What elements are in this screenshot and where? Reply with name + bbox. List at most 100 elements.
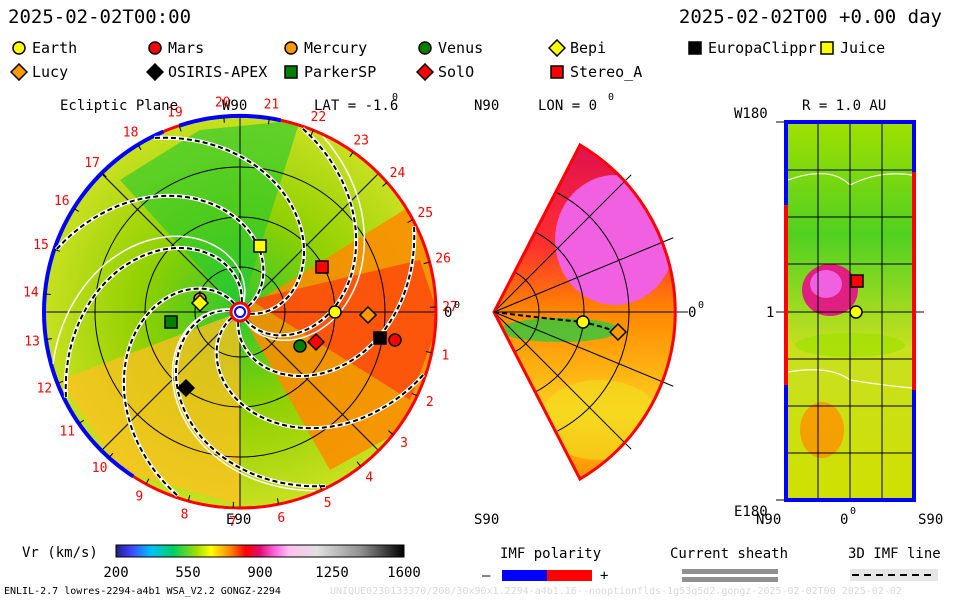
- carrington-tick-label: 11: [59, 425, 75, 440]
- map-x-mid-degree: 0: [850, 506, 856, 517]
- legend-item-venus: Venus: [416, 39, 483, 57]
- ecliptic-venus-marker: [293, 339, 307, 353]
- ecliptic-lat: LAT = -1.6: [314, 98, 398, 114]
- field-line: [64, 247, 243, 398]
- ecliptic-mars-marker: [388, 333, 402, 347]
- ecliptic-bepi-marker: [190, 293, 210, 313]
- sun-marker: [229, 301, 251, 323]
- carrington-tick-label: 10: [92, 461, 108, 476]
- legend-marker-square-icon: [548, 63, 566, 81]
- carrington-tick-label: 1: [441, 349, 449, 364]
- carrington-tick-label: 22: [311, 110, 327, 125]
- carrington-tick-label: 25: [417, 206, 433, 221]
- carrington-tick-label: 20: [215, 96, 231, 111]
- carrington-tick: [318, 484, 323, 491]
- field-line: [154, 136, 305, 315]
- carrington-tick-label: 12: [37, 382, 53, 397]
- carrington-tick-label: 26: [435, 252, 451, 267]
- carrington-tick: [145, 478, 150, 485]
- carrington-tick: [108, 452, 114, 459]
- carrington-tick-label: 16: [54, 194, 70, 209]
- imf-polarity-legend: IMF polarity – +: [482, 546, 608, 584]
- carrington-tick: [425, 351, 432, 354]
- field-line: [55, 194, 265, 308]
- imf-title: IMF polarity: [500, 546, 601, 562]
- colorbar-tick-label: 1250: [315, 565, 349, 581]
- colorbar-tick-label: 200: [103, 565, 128, 581]
- object-legend: Earth Mars Mercury Venus Bepi EuropaClippr Jui…: [0, 36, 960, 86]
- legend-marker-diamond-icon: [145, 62, 165, 82]
- map-x-right: S90: [918, 512, 943, 528]
- legend-marker-diamond-icon: [9, 62, 29, 82]
- legend-item-lucy: Lucy: [9, 62, 68, 82]
- carrington-tick-label: 21: [264, 97, 280, 112]
- ecliptic-osiris-apex-marker: [176, 378, 196, 398]
- sheath-title: Current sheath: [670, 546, 788, 562]
- meridional-spoke: [493, 237, 674, 313]
- colorbar-tick-label: 550: [175, 565, 200, 581]
- legend-label: Juice: [840, 39, 886, 57]
- carrington-tick: [310, 129, 314, 136]
- carrington-tick: [388, 430, 394, 435]
- carrington-tick: [45, 338, 52, 340]
- carrington-tick-label: 27: [442, 300, 458, 315]
- legend-label: EuropaClippr: [708, 39, 817, 57]
- meridional-spoke: [493, 311, 674, 387]
- carrington-tick-label: 5: [324, 496, 332, 511]
- footer-left: ENLIL-2.7 lowres-2294-a4b1 WSA_V2.2 GONG…: [4, 586, 281, 597]
- carrington-tick: [101, 172, 107, 178]
- field-line: [122, 287, 236, 497]
- carrington-tick-label: 3: [400, 436, 408, 451]
- ecliptic-earth-marker: [328, 305, 342, 319]
- ecliptic-parkersp-marker: [164, 315, 178, 329]
- legend-item-parkersp: ParkerSP: [282, 63, 376, 81]
- carrington-tick-label: 13: [24, 334, 40, 349]
- legend-label: Venus: [438, 39, 484, 57]
- legend-marker-square-icon: [282, 63, 300, 81]
- carrington-tick: [411, 392, 418, 397]
- legend-item-stereo-a: Stereo_A: [548, 63, 642, 81]
- ecliptic-solo-marker: [306, 332, 326, 352]
- legend-item-bepi: Bepi: [547, 38, 607, 58]
- map-panel: R = 1.0 AU W180 1 E180 N90 0 0 S90: [734, 98, 943, 528]
- carrington-tick: [54, 248, 61, 252]
- carrington-tick: [78, 419, 85, 424]
- imf-positive-swatch: [547, 570, 592, 581]
- legend-marker-circle-icon: [146, 39, 164, 57]
- current-sheath-line: [171, 308, 316, 492]
- legend-label: Bepi: [570, 39, 607, 57]
- field-line: [215, 316, 425, 430]
- legend-label: SolO: [438, 63, 475, 81]
- carrington-tick-label: 17: [84, 156, 100, 171]
- field-line: [237, 226, 416, 377]
- carrington-tick: [423, 261, 430, 265]
- current-sheath-legend: Current sheath: [670, 546, 788, 582]
- ecliptic-juice-marker: [253, 239, 267, 253]
- ecliptic-lucy-marker: [358, 305, 378, 325]
- carrington-tick-label: 8: [181, 508, 189, 523]
- ecliptic-lat-degree: 0: [392, 92, 398, 103]
- carrington-tick-label: 2: [426, 395, 434, 410]
- colorbar-tick-label: 900: [247, 565, 272, 581]
- carrington-tick: [349, 151, 354, 158]
- imf3d-title: 3D IMF line: [848, 546, 941, 562]
- carrington-tick: [276, 498, 280, 505]
- legend-marker-diamond-icon: [547, 38, 567, 58]
- legend-item-earth: Earth: [10, 39, 77, 57]
- map-earth-marker: [849, 305, 863, 319]
- imf-negative-swatch: [502, 570, 547, 581]
- footer-right: UNIQUE0230133370/208/30x90x1.2294-a4b1.1…: [330, 586, 902, 597]
- colorbar-tick-label: 1600: [387, 565, 421, 581]
- map-title: R = 1.0 AU: [802, 98, 886, 114]
- carrington-tick-label: 7: [229, 515, 237, 530]
- legend-item-mercury: Mercury: [282, 39, 367, 57]
- legend-label: OSIRIS-APEX: [168, 63, 268, 81]
- carrington-tick-label: 6: [277, 511, 285, 526]
- current-sheath-line: [52, 235, 246, 364]
- carrington-tick: [73, 207, 80, 212]
- carrington-tick-label: 23: [353, 134, 369, 149]
- legend-marker-circle-icon: [282, 39, 300, 57]
- meridional-spoke: [493, 174, 632, 313]
- carrington-tick-label: 24: [390, 166, 406, 181]
